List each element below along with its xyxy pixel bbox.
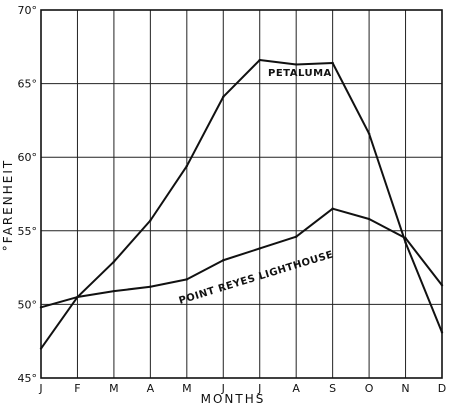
plot-frame — [40, 9, 443, 379]
y-tick-label: 70° — [18, 4, 38, 17]
series-label-petaluma: PETALUMA — [268, 68, 332, 79]
data-point — [294, 63, 298, 66]
data-point — [367, 132, 371, 135]
data-point — [258, 247, 261, 250]
x-tick-label: N — [401, 382, 409, 395]
y-tick-label: 45° — [18, 372, 38, 385]
data-point — [258, 58, 261, 62]
data-point — [76, 295, 79, 299]
tick-layer: J F M A M J J A S O N D 45° 50° 55° 60° 65° 70° — [18, 4, 447, 395]
data-point — [185, 164, 189, 168]
x-tick-label: S — [329, 382, 336, 395]
series-layer — [39, 58, 444, 350]
x-tick-label: D — [438, 382, 446, 395]
data-point — [222, 95, 225, 99]
x-tick-label: A — [147, 382, 155, 395]
data-point — [222, 259, 225, 262]
y-tick-label: 60° — [18, 151, 38, 164]
grid-layer — [41, 10, 442, 378]
x-axis-title: MONTHS — [201, 392, 266, 406]
x-tick-label: A — [292, 382, 300, 395]
x-tick-label: J — [221, 382, 225, 395]
data-point — [367, 217, 371, 221]
y-tick-label: 50° — [18, 298, 38, 311]
data-point — [149, 219, 152, 222]
data-point — [404, 241, 407, 244]
data-point — [331, 207, 334, 210]
y-tick-label: 65° — [18, 78, 38, 91]
data-point — [112, 289, 116, 293]
x-tick-label: F — [74, 382, 80, 395]
data-point — [185, 278, 189, 281]
x-tick-label: M — [182, 382, 192, 395]
x-tick-label: M — [109, 382, 119, 395]
data-point — [294, 235, 298, 238]
data-point — [149, 285, 152, 288]
data-point — [404, 236, 407, 240]
data-point — [331, 61, 334, 65]
series-label-point-reyes: POINT REYES LIGHTHOUSE — [178, 249, 335, 307]
x-tick-label: J — [38, 382, 42, 395]
y-tick-label: 55° — [18, 225, 38, 238]
data-point — [112, 260, 116, 263]
x-tick-label: J — [257, 382, 261, 395]
y-axis-title: °FARENHEIT — [1, 159, 15, 251]
series-line-point-reyes — [40, 207, 443, 309]
series-line-petaluma — [40, 59, 443, 350]
x-tick-label: O — [365, 382, 374, 395]
